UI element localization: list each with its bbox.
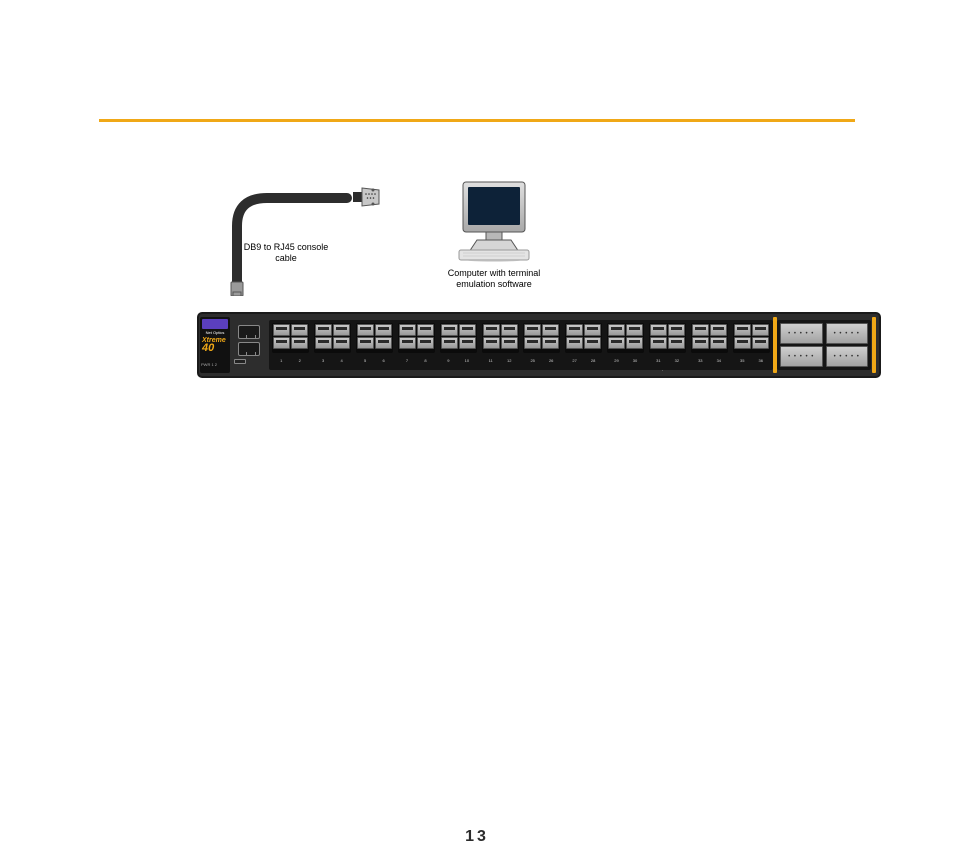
sfp-port — [542, 324, 559, 336]
sfp-port — [333, 337, 350, 349]
sfp-port — [375, 337, 392, 349]
sfp-port — [566, 324, 583, 336]
cable-label: DB9 to RJ45 consolecable — [221, 242, 351, 265]
sfp-port — [483, 324, 500, 336]
port-group — [649, 323, 686, 353]
sfp-port — [399, 324, 416, 336]
accent-stripe-right — [872, 317, 876, 373]
port-number-pair: 910 — [440, 358, 477, 368]
sfp-port — [752, 337, 769, 349]
sfp-port — [375, 324, 392, 336]
sfp-port — [668, 337, 685, 349]
port-group — [523, 323, 560, 353]
console-port — [238, 325, 260, 339]
sfp-port — [501, 324, 518, 336]
sfp-port — [315, 324, 332, 336]
sfp-port — [315, 337, 332, 349]
sfp-port — [608, 337, 625, 349]
qsfp-port: • • • • • — [780, 323, 823, 344]
port-group — [482, 323, 519, 353]
sfp-port — [291, 337, 308, 349]
sfp-port — [273, 337, 290, 349]
sfp-port — [483, 337, 500, 349]
port-number-pair: 3132 — [649, 358, 686, 368]
page-number: 13 — [0, 828, 954, 846]
sfp-port — [608, 324, 625, 336]
sfp-port — [441, 324, 458, 336]
sfp-port — [399, 337, 416, 349]
port-number-pair: 34 — [314, 358, 351, 368]
sfp-port — [441, 337, 458, 349]
port-number-pair: 12 — [272, 358, 309, 368]
port-group — [733, 323, 770, 353]
sfp-port — [291, 324, 308, 336]
port-group — [356, 323, 393, 353]
port-number-pair: 2526 — [523, 358, 560, 368]
sfp-port — [734, 324, 751, 336]
computer-label: Computer with terminalemulation software — [429, 268, 559, 291]
sfp-port — [524, 337, 541, 349]
port-group — [398, 323, 435, 353]
model-line2: 40 — [202, 342, 214, 354]
sfp-port — [459, 337, 476, 349]
port-group — [440, 323, 477, 353]
sfp-port — [584, 324, 601, 336]
qsfp-port: • • • • • — [826, 346, 869, 367]
sfp-port — [692, 337, 709, 349]
port-number-pair: 3536 — [733, 358, 770, 368]
port-group — [607, 323, 644, 353]
sfp-port — [357, 324, 374, 336]
sfp-port — [584, 337, 601, 349]
qsfp-port: • • • • • — [826, 323, 869, 344]
db9-connector-icon — [353, 186, 381, 208]
sfp-port — [417, 337, 434, 349]
sfp-port — [710, 324, 727, 336]
port-number-pair: 2930 — [607, 358, 644, 368]
sfp-port — [542, 337, 559, 349]
diagram: DB9 to RJ45 consolecable Computer with t… — [99, 180, 855, 430]
usb-port — [234, 359, 246, 364]
sfp-port — [357, 337, 374, 349]
sfp-port — [566, 337, 583, 349]
sfp-port — [752, 324, 769, 336]
sfp-port — [734, 337, 751, 349]
mgmt-port — [238, 342, 260, 356]
port-number-pair: 78 — [398, 358, 435, 368]
sfp-port — [501, 337, 518, 349]
sfp-port — [626, 337, 643, 349]
port-group — [691, 323, 728, 353]
switch-brand-badge — [202, 319, 228, 329]
switch-brand-text: Net Optics — [202, 330, 228, 335]
qsfp-ports: • • • • •• • • • •• • • • •• • • • • — [777, 320, 871, 370]
port-numbers: 12 34 56 78 910 1112 2526 2728 2930 3132 3334 3536 — [269, 358, 773, 368]
sfp-port — [692, 324, 709, 336]
qsfp-port: • • • • • — [780, 346, 823, 367]
sfp-port — [626, 324, 643, 336]
management-ports — [232, 322, 266, 368]
port-number-pair: 3334 — [691, 358, 728, 368]
port-number-pair: 1112 — [482, 358, 519, 368]
port-number-pair: 56 — [356, 358, 393, 368]
port-number-pair: 2728 — [565, 358, 602, 368]
sfp-port — [273, 324, 290, 336]
port-group — [565, 323, 602, 353]
switch-model: Xtreme 40 — [202, 338, 228, 354]
sfp-port — [459, 324, 476, 336]
port-group — [314, 323, 351, 353]
sfp-port — [524, 324, 541, 336]
port-group — [272, 323, 309, 353]
sfp-port — [710, 337, 727, 349]
sfp-port — [417, 324, 434, 336]
sfp-port — [668, 324, 685, 336]
sfp-port — [650, 324, 667, 336]
sfp-port — [650, 337, 667, 349]
pwr-label: PWR 1 2 — [201, 362, 217, 367]
sfp-port — [333, 324, 350, 336]
horizontal-rule — [99, 119, 855, 122]
computer-icon — [449, 180, 539, 264]
